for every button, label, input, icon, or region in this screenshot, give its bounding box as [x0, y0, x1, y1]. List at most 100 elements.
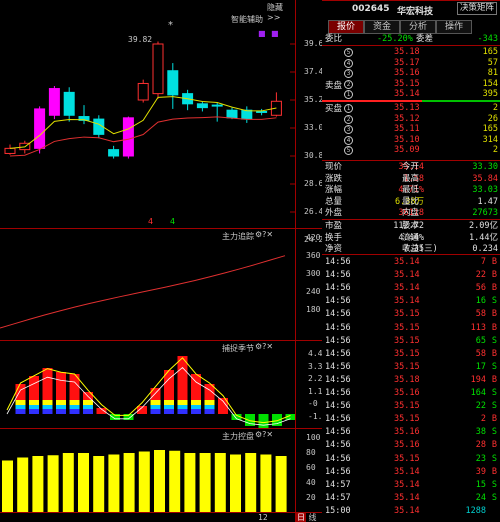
y-tick-label: 28.6	[304, 179, 324, 188]
tick-price: 35.18	[394, 374, 420, 385]
stat-l1: 净资	[325, 244, 343, 254]
tab-analysis[interactable]: 分析	[400, 20, 436, 34]
tick-time: 14:56	[325, 322, 351, 333]
bzjj-bar	[218, 398, 228, 414]
tick-volume: 23	[475, 453, 486, 464]
tick-direction: S	[491, 361, 497, 372]
stat-v1: 36118	[398, 208, 424, 218]
candle-body	[196, 103, 208, 109]
bzjj-bar-cyan	[69, 405, 80, 409]
buy-level-row: 1 35.13 2	[322, 103, 500, 113]
y-tick-label: 26.4	[304, 207, 324, 216]
tick-volume: 2	[480, 414, 486, 425]
bzjj-bar-yellow	[164, 400, 174, 405]
stat-l2: 收益(三)	[402, 244, 438, 254]
bzjj-bar-blue	[69, 409, 80, 414]
tick-price: 35.14	[394, 296, 420, 307]
panel-top-border	[322, 0, 500, 1]
tick-row: 14:56 35.15 17 S	[322, 362, 500, 372]
tick-price: 35.14	[394, 257, 420, 267]
stat-l2: 最低	[402, 185, 420, 195]
zlkp-bar	[154, 450, 165, 512]
bzjj-bar-cyan	[29, 405, 39, 409]
tick-price: 35.14	[394, 283, 420, 294]
x-axis-label: 12	[258, 513, 268, 522]
stat-row: 现价 35.14 今开 33.30	[322, 162, 500, 172]
period-selector[interactable]: 日 线	[296, 513, 322, 522]
candle-body	[78, 116, 90, 121]
bzjj-bar	[96, 408, 107, 414]
tick-price: 35.15	[394, 309, 420, 320]
bottom-axis-line	[0, 512, 322, 513]
panel-settings-icon[interactable]: ⚙?✕	[255, 230, 274, 239]
zlkp-bar	[138, 451, 150, 512]
level-badge: 5	[344, 48, 353, 57]
bzjj-bar	[164, 370, 174, 414]
chart-area[interactable]: 隐藏>> 智能辅助 ■ ■ 39.82 * 4 4 39.6 37.4 35.2 33.0 3…	[0, 0, 327, 522]
sell-price: 35.17	[394, 57, 420, 68]
stat-v2: 35.84	[472, 173, 498, 184]
tick-direction: S	[491, 453, 497, 464]
candlestick-chart[interactable]: 39.82 * 4 4	[0, 0, 295, 228]
stock-name: 华宏科技	[397, 7, 434, 17]
level-badge: 4	[344, 135, 353, 145]
sell-price: 35.15	[394, 78, 420, 89]
hide-toggle[interactable]: 隐藏>>	[267, 3, 283, 22]
y-tick-label: 24.2	[304, 235, 324, 244]
y-tick-label: 240	[306, 287, 321, 296]
tab-funds[interactable]: 资金	[364, 20, 400, 34]
bzjj-line-2	[6, 367, 291, 426]
stat-v2: 2.09亿	[469, 221, 498, 231]
tick-direction: B	[491, 257, 497, 267]
tick-time: 14:56	[325, 283, 351, 294]
decision-matrix-button[interactable]: 决策矩阵	[457, 2, 498, 15]
tick-volume: 22	[475, 270, 486, 281]
period-line[interactable]: 线	[308, 513, 317, 522]
tick-volume: 7	[480, 257, 486, 267]
flag-icon: ■	[258, 29, 266, 38]
bzjj-indicator-chart	[6, 356, 295, 428]
zlzz-line	[0, 255, 286, 329]
tick-time: 14:56	[325, 270, 351, 281]
divider	[322, 45, 500, 46]
tick-row: 14:56 35.15 2 B	[322, 414, 500, 424]
zlkp-bar	[123, 453, 135, 512]
stat-v1: 1.58	[403, 173, 424, 184]
stat-v1: 112.72	[393, 221, 424, 231]
smart-aux-button[interactable]: 智能辅助	[231, 15, 263, 24]
bzjj-bar	[191, 374, 201, 414]
buy-level-row: 3 35.11 165	[322, 124, 500, 135]
tick-row: 14:56 35.16 28 B	[322, 440, 500, 450]
bzjj-bar	[137, 406, 147, 414]
weicha-label: 委差	[416, 34, 434, 44]
stat-v2: 1.47	[477, 196, 498, 207]
sell-level-row: 1 35.14 395	[322, 89, 500, 100]
zlkp-bar	[230, 454, 241, 512]
signal-marker: 4	[148, 217, 153, 226]
candle-body	[122, 117, 134, 157]
candle-body	[152, 43, 164, 95]
panel-settings-icon[interactable]: ⚙?✕	[255, 342, 274, 351]
level-badge: 4	[344, 58, 353, 68]
candle-body	[137, 82, 149, 101]
tick-volume: 15	[475, 479, 486, 490]
buy-price: 35.09	[394, 145, 420, 156]
candle-body	[93, 118, 105, 135]
signal-marker: 4	[170, 217, 175, 226]
bzjj-bar-cyan	[56, 405, 66, 409]
tick-time: 14:56	[325, 296, 351, 307]
webi-row: 委比 -25.20% 委差 -343	[322, 34, 500, 44]
tick-price: 35.15	[394, 348, 420, 359]
tab-operate[interactable]: 操作	[436, 20, 472, 34]
tick-row: 14:56 35.15 65 S	[322, 336, 500, 346]
zlkp-bar	[245, 453, 257, 512]
tab-quote[interactable]: 报价	[328, 20, 364, 34]
bzjj-bar	[15, 384, 26, 414]
y-tick-label: 20	[306, 493, 316, 502]
panel-settings-icon[interactable]: ⚙?✕	[255, 430, 274, 439]
tick-direction: S	[491, 427, 497, 438]
stat-row: 涨跌 1.58 最高 35.84	[322, 174, 500, 184]
tick-price: 35.14	[394, 466, 420, 477]
period-day[interactable]: 日	[296, 513, 306, 522]
tick-price: 35.14	[394, 479, 420, 490]
